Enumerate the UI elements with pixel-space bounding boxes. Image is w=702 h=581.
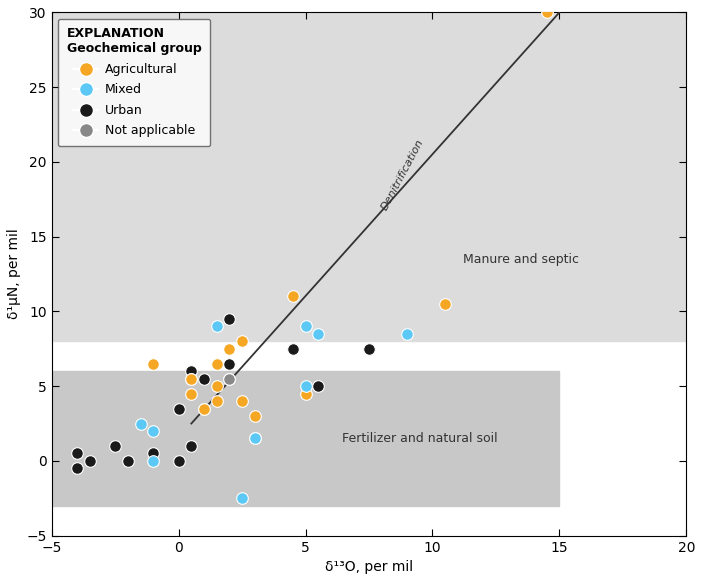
- Legend: Agricultural, Mixed, Urban, Not applicable: Agricultural, Mixed, Urban, Not applicab…: [58, 19, 210, 146]
- Point: [300, 322, 311, 331]
- Bar: [52, 12, 687, 341]
- Point: [224, 374, 235, 383]
- Point: [439, 299, 451, 309]
- Point: [224, 344, 235, 353]
- Text: Fertilizer and natural soil: Fertilizer and natural soil: [342, 432, 498, 445]
- Point: [147, 359, 159, 368]
- Point: [224, 314, 235, 324]
- Text: Denitrification: Denitrification: [380, 137, 425, 211]
- Point: [186, 374, 197, 383]
- Point: [312, 382, 324, 391]
- Point: [84, 456, 95, 465]
- Point: [211, 359, 223, 368]
- Point: [199, 404, 210, 413]
- Point: [211, 396, 223, 406]
- Point: [122, 456, 133, 465]
- Point: [211, 322, 223, 331]
- Point: [72, 464, 83, 473]
- Point: [72, 449, 83, 458]
- Point: [110, 442, 121, 451]
- Point: [287, 292, 298, 301]
- Point: [300, 382, 311, 391]
- Point: [237, 336, 248, 346]
- Point: [135, 419, 146, 428]
- Point: [402, 329, 413, 339]
- Point: [364, 344, 375, 353]
- Point: [224, 359, 235, 368]
- Point: [211, 359, 223, 368]
- Point: [186, 374, 197, 383]
- Point: [186, 389, 197, 399]
- Point: [541, 8, 552, 17]
- Point: [249, 411, 260, 421]
- Point: [249, 434, 260, 443]
- Point: [173, 456, 184, 465]
- Point: [199, 404, 210, 413]
- Point: [211, 382, 223, 391]
- Point: [249, 434, 260, 443]
- Point: [186, 367, 197, 376]
- X-axis label: δ¹³O, per mil: δ¹³O, per mil: [325, 560, 413, 574]
- Point: [237, 494, 248, 503]
- Point: [147, 456, 159, 465]
- Point: [147, 449, 159, 458]
- Point: [300, 389, 311, 399]
- Y-axis label: δ¹µN, per mil: δ¹µN, per mil: [7, 229, 21, 320]
- Bar: [52, 371, 559, 505]
- Point: [237, 396, 248, 406]
- Point: [287, 344, 298, 353]
- Point: [199, 374, 210, 383]
- Text: Manure and septic: Manure and septic: [463, 253, 579, 266]
- Point: [224, 374, 235, 383]
- Point: [173, 404, 184, 413]
- Point: [186, 442, 197, 451]
- Point: [147, 426, 159, 436]
- Point: [312, 329, 324, 339]
